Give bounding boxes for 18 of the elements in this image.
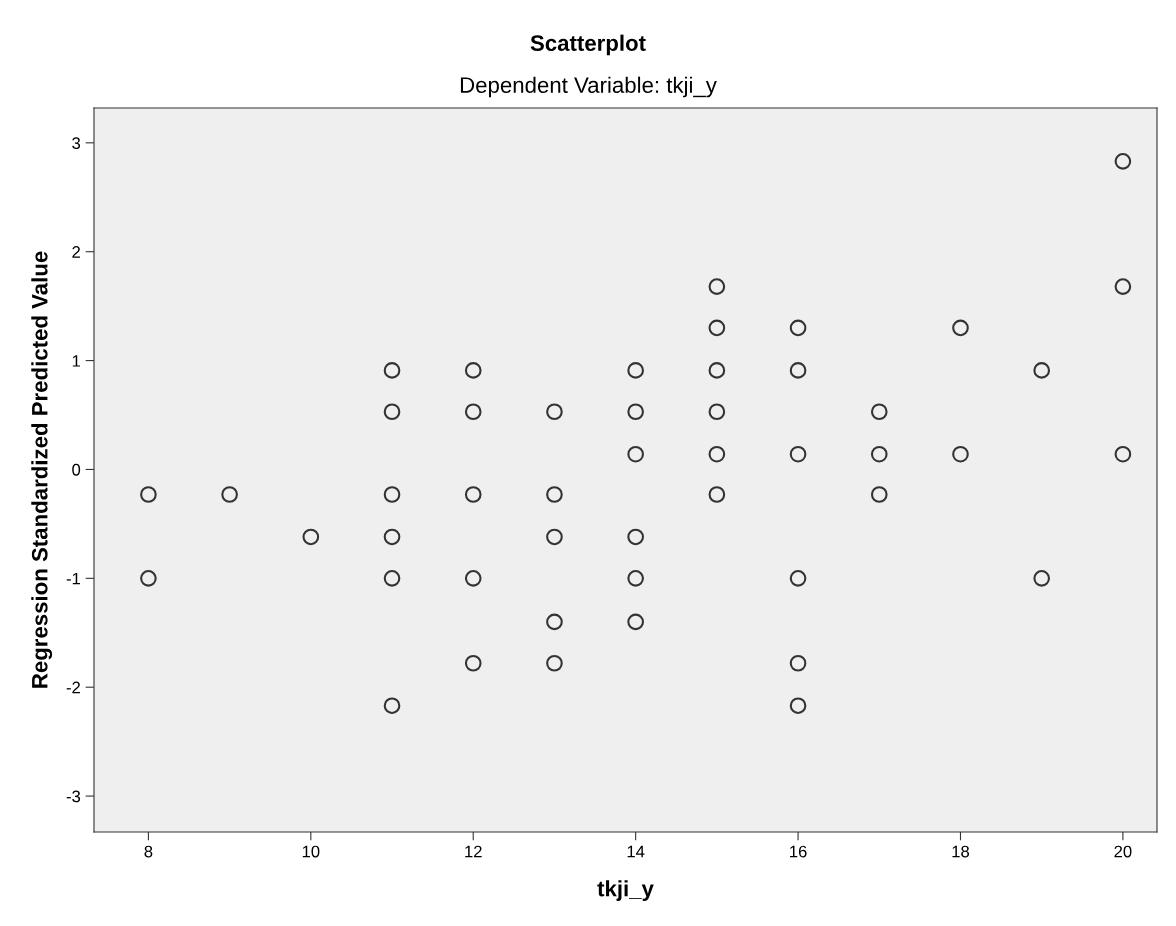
- x-tick-label: 10: [302, 845, 320, 858]
- y-tick-label: 1: [72, 355, 80, 367]
- chart-title: Scatterplot: [530, 34, 646, 56]
- y-tick-label: 2: [72, 246, 80, 258]
- chart-subtitle: Dependent Variable: tkji_y: [460, 76, 717, 98]
- x-tick-label: 14: [627, 845, 645, 858]
- x-axis-title: tkji_y: [597, 880, 654, 901]
- x-tick-label: 12: [465, 845, 482, 858]
- x-tick-label: 20: [1114, 845, 1132, 858]
- y-axis-title: Regression Standardized Predicted Value: [31, 251, 53, 688]
- x-tick-label: 18: [952, 845, 970, 858]
- x-tick-label: 8: [144, 845, 153, 858]
- x-tick-label: 16: [790, 845, 807, 858]
- y-tick-label: -1: [66, 572, 80, 585]
- y-tick-label: -2: [66, 681, 80, 694]
- y-tick-label: 3: [72, 137, 81, 150]
- y-tick-label: 0: [72, 463, 81, 476]
- y-tick-label: -3: [66, 790, 81, 803]
